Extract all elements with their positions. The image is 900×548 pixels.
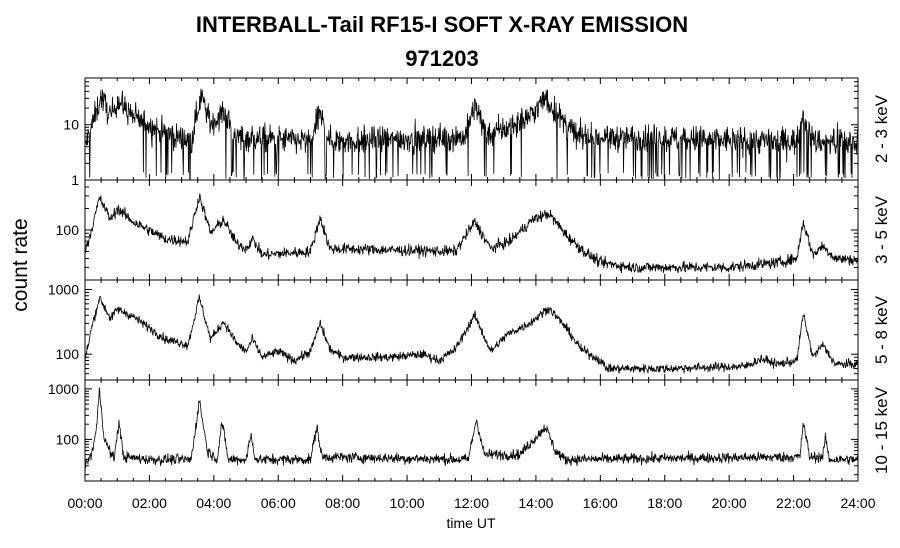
chart-title: INTERBALL-Tail RF15-I SOFT X-RAY EMISSIO…: [195, 12, 689, 37]
x-tick-label: 16:00: [583, 495, 618, 511]
data-series-line: [84, 294, 859, 374]
chart-subtitle: 971203: [405, 46, 479, 71]
panel-frame: [84, 379, 859, 482]
y-axis-title: count rate: [9, 218, 32, 311]
x-tick-label: 02:00: [132, 495, 167, 511]
data-series-line: [84, 387, 859, 469]
y-tick-label: 1: [71, 172, 79, 188]
x-tick-label: 14:00: [518, 495, 553, 511]
y-tick-label: 1000: [48, 381, 79, 397]
y-tick-label: 100: [56, 346, 80, 362]
x-tick-label: 20:00: [712, 495, 747, 511]
y-tick-label: 100: [56, 222, 80, 238]
x-axis-title: time UT: [447, 515, 496, 531]
x-tick-label: 04:00: [196, 495, 231, 511]
y-tick-label: 100: [56, 431, 80, 447]
x-tick-label: 08:00: [325, 495, 360, 511]
x-tick-label: 10:00: [390, 495, 425, 511]
series-label: 10 - 15 keV: [872, 386, 891, 474]
y-tick-label: 1000: [48, 281, 79, 297]
x-tick-label: 24:00: [840, 495, 875, 511]
x-tick-label: 00:00: [67, 495, 102, 511]
data-series-line: [84, 193, 859, 274]
series-label: 2 - 3 keV: [872, 94, 891, 163]
series-label: 3 - 5 keV: [872, 195, 891, 264]
series-label: 5 - 8 keV: [872, 295, 891, 364]
x-tick-label: 18:00: [647, 495, 682, 511]
x-tick-label: 06:00: [261, 495, 296, 511]
data-series-line: [84, 88, 859, 181]
y-tick-label: 10: [63, 117, 79, 133]
x-tick-label: 12:00: [454, 495, 489, 511]
panel-frame: [84, 179, 859, 281]
x-tick-label: 22:00: [776, 495, 811, 511]
